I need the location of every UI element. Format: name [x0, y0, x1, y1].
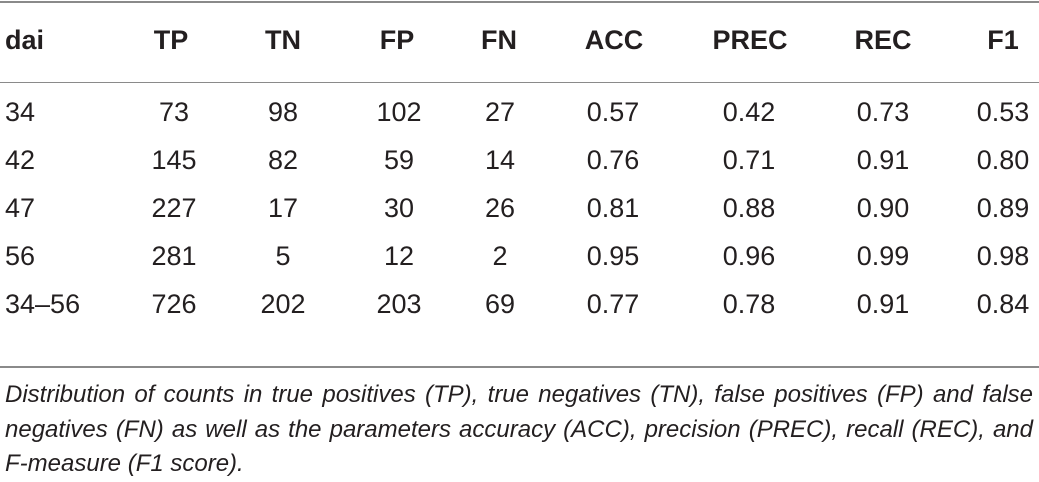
cell-f1: 0.80 — [976, 144, 1030, 175]
cell-dai: 56 — [5, 240, 36, 271]
cell-acc: 0.77 — [586, 288, 640, 319]
cell-fp: 12 — [383, 240, 415, 271]
cell-dai: 34–56 — [5, 288, 81, 319]
cell-fn: 27 — [484, 96, 516, 127]
cell-tn: 82 — [267, 144, 299, 175]
table-row: 56 281 5 12 2 0.95 0.96 0.99 0.98 — [0, 230, 1039, 282]
cell-fp: 102 — [376, 96, 422, 127]
cell-fn: 14 — [484, 144, 516, 175]
header-dai: dai — [5, 24, 45, 55]
cell-rec: 0.99 — [856, 240, 910, 271]
cell-f1: 0.98 — [976, 240, 1030, 271]
cell-fp: 203 — [376, 288, 422, 319]
cell-acc: 0.95 — [586, 240, 640, 271]
cell-rec: 0.90 — [856, 192, 910, 223]
cell-acc: 0.57 — [586, 96, 640, 127]
cell-prec: 0.71 — [722, 144, 776, 175]
cell-rec: 0.73 — [856, 96, 910, 127]
table-caption: Distribution of counts in true positives… — [5, 381, 1033, 477]
cell-dai: 47 — [5, 192, 36, 223]
cell-acc: 0.76 — [586, 144, 640, 175]
cell-tp: 227 — [151, 192, 197, 223]
cell-fp: 59 — [383, 144, 415, 175]
header-tp: TP — [153, 24, 189, 55]
table-header-rule — [0, 82, 1039, 83]
header-fp: FP — [379, 24, 415, 55]
cell-rec: 0.91 — [856, 144, 910, 175]
table-header-row: dai TP TN FP FN ACC PREC REC F1 — [0, 14, 1039, 66]
cell-tp: 281 — [151, 240, 197, 271]
table-bottom-rule — [0, 366, 1039, 368]
table-row: 34–56 726 202 203 69 0.77 0.78 0.91 0.84 — [0, 278, 1039, 330]
cell-tn: 202 — [260, 288, 306, 319]
cell-tp: 73 — [158, 96, 190, 127]
table-row: 42 145 82 59 14 0.76 0.71 0.91 0.80 — [0, 134, 1039, 186]
cell-prec: 0.78 — [722, 288, 776, 319]
header-rec: REC — [854, 24, 912, 55]
header-fn: FN — [481, 24, 517, 55]
cell-prec: 0.42 — [722, 96, 776, 127]
cell-fn: 26 — [484, 192, 516, 223]
cell-fn: 2 — [492, 240, 508, 271]
cell-fp: 30 — [383, 192, 415, 223]
cell-f1: 0.84 — [976, 288, 1030, 319]
table-top-rule — [0, 1, 1039, 3]
cell-tn: 98 — [267, 96, 299, 127]
header-tn: TN — [265, 24, 301, 55]
cell-dai: 42 — [5, 144, 36, 175]
cell-acc: 0.81 — [586, 192, 640, 223]
cell-tn: 17 — [267, 192, 299, 223]
cell-fn: 69 — [484, 288, 516, 319]
cell-f1: 0.53 — [976, 96, 1030, 127]
cell-prec: 0.96 — [722, 240, 776, 271]
cell-rec: 0.91 — [856, 288, 910, 319]
header-prec: PREC — [712, 24, 788, 55]
cell-tn: 5 — [275, 240, 291, 271]
cell-tp: 726 — [151, 288, 197, 319]
header-f1: F1 — [987, 24, 1019, 55]
cell-tp: 145 — [151, 144, 197, 175]
cell-f1: 0.89 — [976, 192, 1030, 223]
table-row: 47 227 17 30 26 0.81 0.88 0.90 0.89 — [0, 182, 1039, 234]
header-acc: ACC — [584, 24, 644, 55]
cell-dai: 34 — [5, 96, 36, 127]
cell-prec: 0.88 — [722, 192, 776, 223]
table-row: 34 73 98 102 27 0.57 0.42 0.73 0.53 — [0, 86, 1039, 138]
